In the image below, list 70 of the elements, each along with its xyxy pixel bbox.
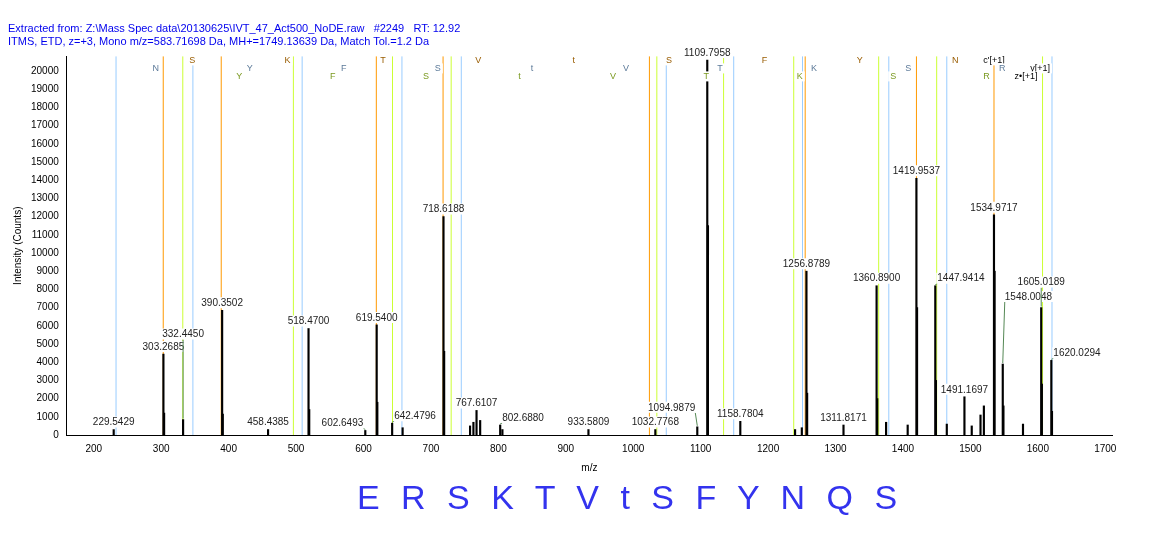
annotation: 1094.9879 [648,401,696,413]
y-tick-label: 13000 [31,192,60,204]
chart-subtitle: ITMS, ETD, z=+3, Mono m/z=583.71698 Da, MH+=1749.13639 Da, Match Tol.=1.2 Da [8,34,430,47]
annotation: 1534.9717 [970,201,1019,213]
y-tick-label: 10000 [31,246,60,258]
y-tick-label: 5000 [36,337,60,349]
y-tick-label: 17000 [31,119,60,131]
annotation: 933.5809 [567,416,610,428]
y-tick-label: 2000 [36,392,60,404]
annotation: 390.3502 [201,297,244,309]
annotation: 718.6188 [422,203,465,215]
annotation: 1032.7768 [631,416,680,428]
y-tick-label: 16000 [31,137,60,149]
x-tick-label: 1700 [1094,442,1117,454]
annotation: 1447.9414 [937,272,985,284]
x-tick-label: 200 [85,442,103,454]
annotation: 332.4450 [162,328,205,340]
annotation: 642.4796 [394,409,437,421]
annotation: 1158.7804 [717,408,764,420]
chart-title: Extracted from: Z:\Mass Spec data\20130625\IVT_47_Act500_NoDE.raw #2249 RT: 12.92 [8,21,461,34]
y-tick-label: 15000 [31,155,60,167]
annotation: 1548.0048 [1004,290,1053,302]
annotation: 1256.8789 [782,257,831,269]
y-tick-label: 3000 [36,374,60,386]
annotation: 1620.0294 [1053,347,1102,359]
x-axis-title: m/z [581,461,598,473]
annotation: 1419.9537 [892,165,941,177]
y-tick-label: 6000 [36,319,60,331]
annotation: 1605.0189 [1017,276,1066,288]
y-tick-label: 1000 [36,410,60,422]
annotation: 303.2685 [142,340,185,352]
text: E R S K T V t S F Y N Q S [355,478,905,517]
y-tick-label: 4000 [36,355,60,367]
x-tick-label: 300 [152,442,170,454]
annotation: 802.6880 [502,411,545,423]
y-tick-label: 9000 [36,264,60,276]
y-tick-label: 7000 [36,301,60,313]
y-tick-label: 18000 [31,101,60,113]
annotation: 1491.1697 [940,383,989,395]
x-tick-label: 1100 [689,442,712,454]
x-tick-label: 1400 [891,442,915,454]
x-tick-label: 1200 [756,442,780,454]
x-tick-label: 900 [557,442,575,454]
y-tick-label: 20000 [31,64,60,76]
annotation: 767.6107 [455,397,498,409]
y-tick-label: 0 [53,428,60,440]
text: Y F S t V T K S R [236,70,990,81]
x-tick-label: 800 [490,442,508,454]
y-tick-label: 14000 [31,173,60,185]
y-tick-label: 12000 [31,210,60,222]
annotation: 619.5400 [355,311,398,323]
x-tick-label: 1300 [824,442,848,454]
x-tick-label: 500 [287,442,305,454]
annotation: 1311.8171 [820,411,868,423]
y-tick-label: 19000 [31,82,60,94]
annotation: 518.4700 [287,315,330,327]
y-axis-title: Intensity (Counts) [11,206,23,285]
x-tick-label: 700 [422,442,440,454]
x-tick-label: 1600 [1026,442,1050,454]
y-tick-label: 11000 [31,228,60,240]
x-tick-label: 400 [220,442,238,454]
annotation: 602.6493 [321,417,364,429]
y-tick-label: 8000 [36,283,60,295]
annotation: 229.5429 [92,416,135,428]
annotation: 1360.8900 [852,272,901,284]
x-tick-label: 1000 [622,442,645,454]
x-tick-label: 600 [355,442,373,454]
annotation: 1109.7958 [684,46,731,58]
annotation: 458.4385 [247,416,290,428]
x-tick-label: 1500 [959,442,982,454]
